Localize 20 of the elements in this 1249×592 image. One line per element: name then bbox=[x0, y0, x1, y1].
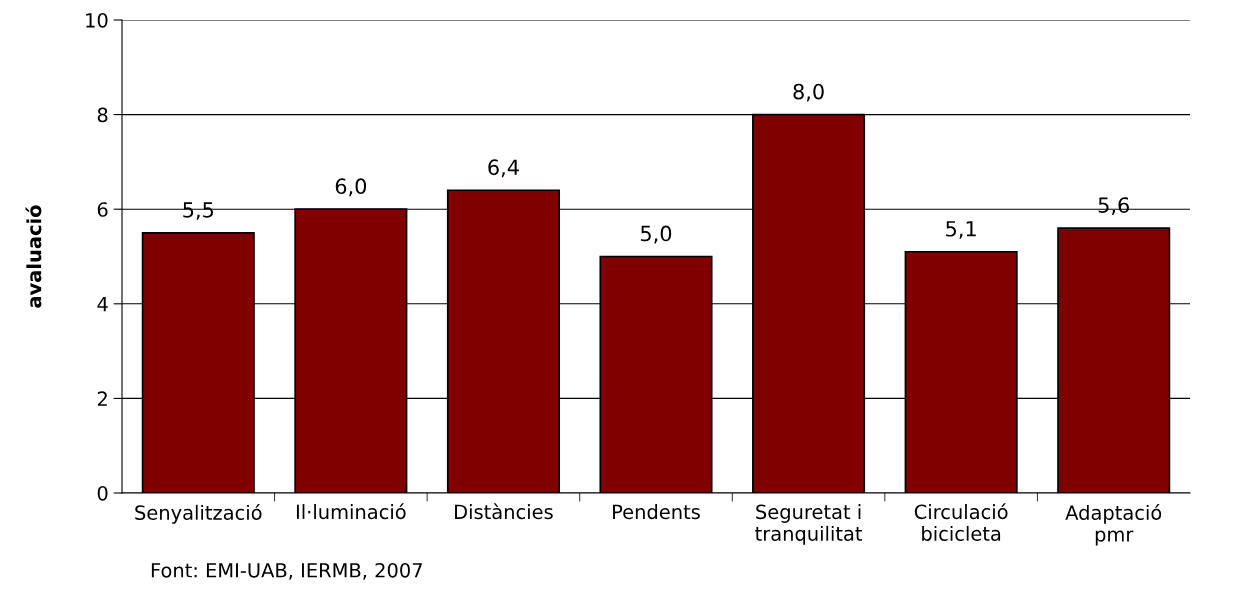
y-tick-label: 8 bbox=[97, 107, 108, 123]
data-label: 8,0 bbox=[793, 83, 824, 102]
x-tick-label: Circulació bicicleta bbox=[914, 503, 1008, 541]
text: Font: EMI-UAB, IERMB, 2007 bbox=[151, 562, 422, 580]
y-tick-label: 0 bbox=[97, 485, 108, 501]
y-tick-label: 4 bbox=[97, 297, 108, 312]
x-tick-label: Seguretat i tranquilitat bbox=[755, 504, 863, 545]
y-tick-label: 2 bbox=[97, 391, 107, 406]
x-tick-label: Adaptació pmr bbox=[1065, 504, 1162, 546]
x-tick-label: Distàncies bbox=[455, 503, 553, 520]
x-tick-label: Il·luminació bbox=[296, 503, 406, 520]
y-tick-label: 6 bbox=[97, 202, 108, 217]
data-label: 6,0 bbox=[335, 178, 367, 197]
x-tick-label: Pendents bbox=[613, 504, 700, 520]
data-label: 5,1 bbox=[946, 221, 976, 239]
y-axis-title: avaluació bbox=[25, 205, 42, 308]
data-label: 6,4 bbox=[488, 159, 519, 178]
data-label: 5,0 bbox=[641, 225, 672, 244]
y-tick-label: 10 bbox=[86, 12, 108, 28]
x-tick-label: Senyalització bbox=[135, 504, 262, 524]
